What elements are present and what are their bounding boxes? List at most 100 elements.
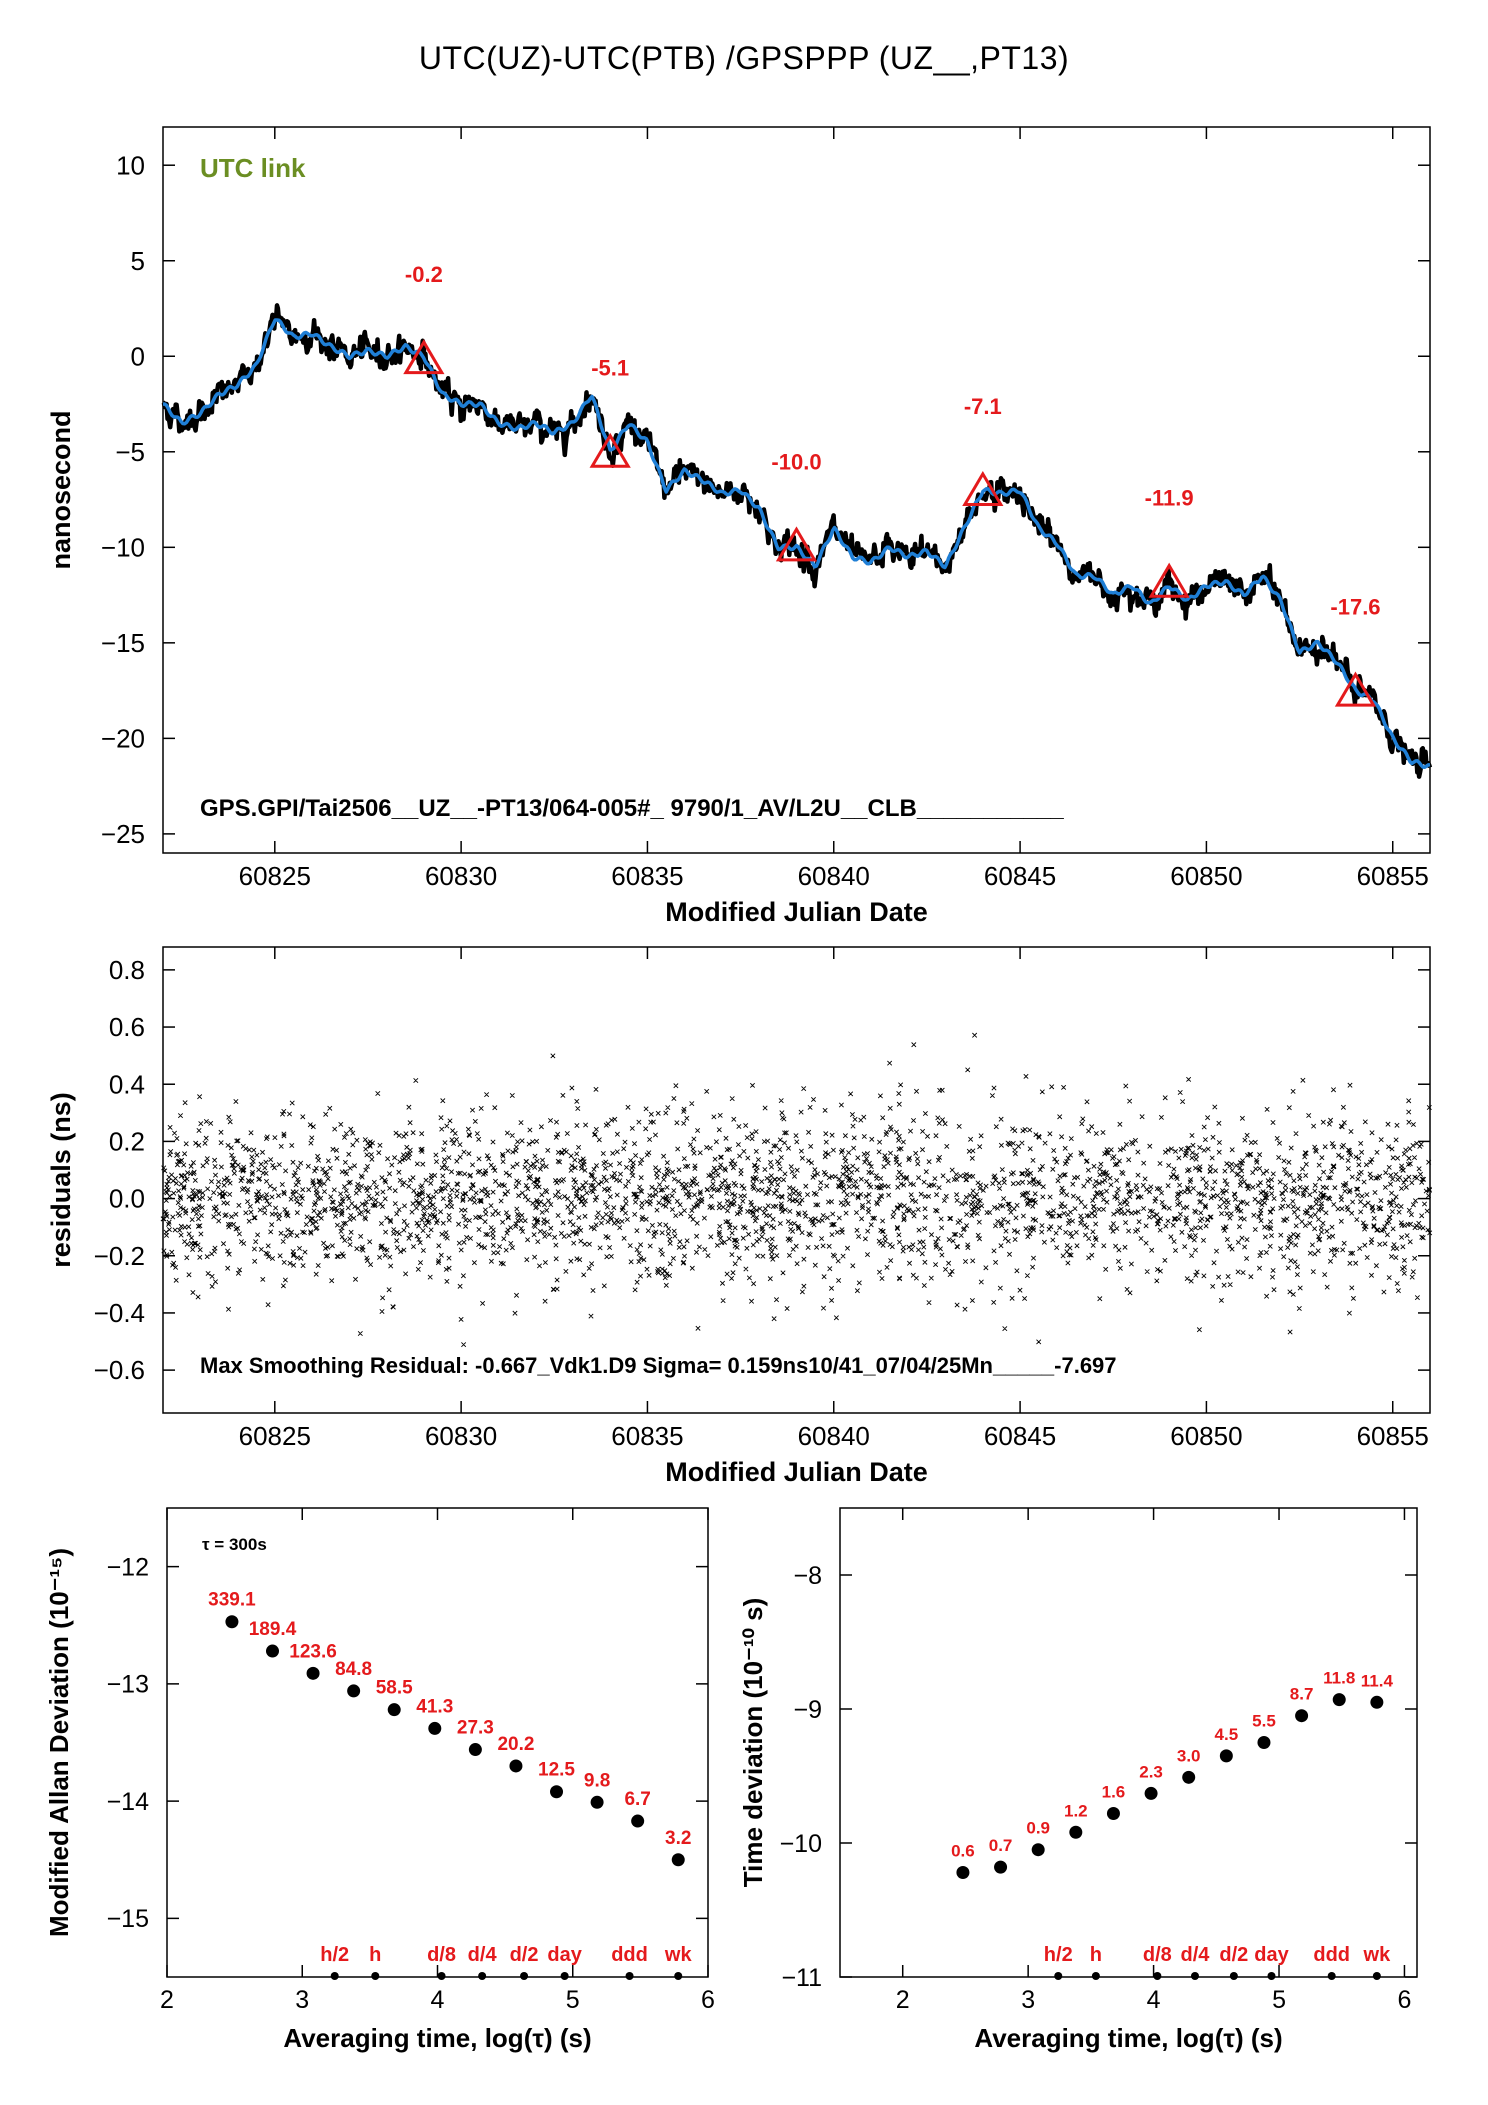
- deviation-point: [994, 1860, 1008, 1874]
- period-label: d/4: [1181, 1944, 1211, 1966]
- period-label: h/2: [1044, 1944, 1073, 1966]
- period-label: h: [1090, 1944, 1102, 1966]
- x-tick-label: 2: [160, 1986, 174, 2014]
- y-axis-label: Time deviation (10⁻¹⁰ s): [738, 1598, 768, 1888]
- deviation-point: [671, 1853, 685, 1867]
- plot-frame: [162, 126, 1431, 854]
- deviation-point: [509, 1759, 523, 1773]
- deviation-point: [1295, 1709, 1309, 1723]
- x-tick-label: 3: [295, 1986, 309, 2014]
- period-marker: [371, 1972, 380, 1980]
- deviation-point-label: 1.2: [1064, 1801, 1088, 1820]
- deviation-point-label: 0.9: [1026, 1819, 1050, 1838]
- x-tick-label: 60825: [239, 1421, 311, 1451]
- x-tick-label: 60845: [984, 861, 1056, 891]
- period-marker: [560, 1972, 569, 1980]
- deviation-point-label: 339.1: [208, 1590, 256, 1611]
- link-label: UTC link: [200, 153, 306, 183]
- deviation-point-label: 27.3: [457, 1718, 494, 1739]
- figure-title: UTC(UZ)-UTC(PTB) /GPSPPP (UZ__,PT13): [418, 40, 1070, 76]
- tau-note: τ = 300s: [202, 1535, 267, 1554]
- deviation-point: [1257, 1736, 1271, 1749]
- period-label: ddd: [611, 1944, 648, 1966]
- deviation-point: [1069, 1825, 1083, 1839]
- y-tick-label: 0.6: [109, 1012, 145, 1042]
- deviation-point-label: 41.3: [416, 1696, 453, 1717]
- deviation-point: [428, 1721, 442, 1735]
- y-tick-label: −8: [793, 1562, 822, 1590]
- period-marker: [625, 1972, 634, 1980]
- y-tick-label: −10: [780, 1830, 822, 1858]
- x-tick-label: 3: [1021, 1986, 1035, 2014]
- footer-note: GPS.GPI/Tai2506__UZ__-PT13/064-005#_ 979…: [200, 795, 1064, 822]
- marker-label: -17.6: [1330, 595, 1380, 620]
- marker-label: -10.0: [771, 449, 821, 474]
- deviation-point: [1370, 1695, 1384, 1709]
- deviation-point-label: 1.6: [1102, 1783, 1126, 1802]
- period-label: day: [1254, 1944, 1289, 1966]
- period-label: d/2: [510, 1944, 539, 1966]
- y-axis-label: Modified Allan Deviation (10⁻¹⁵): [44, 1548, 74, 1937]
- y-axis-label: residuals (ns): [46, 1092, 76, 1268]
- deviation-point: [387, 1703, 401, 1717]
- marker-triangle: [589, 432, 631, 468]
- footer-note: Max Smoothing Residual: -0.667_Vdk1.D9 S…: [200, 1353, 1117, 1378]
- deviation-point: [1182, 1770, 1196, 1784]
- deviation-point-label: 123.6: [289, 1641, 337, 1662]
- timeseries-panel: 60825 60830 60835 60840 60845 60850 60855 10 5 0 −…: [46, 126, 1433, 927]
- deviation-point: [550, 1785, 564, 1799]
- deviation-point: [225, 1615, 239, 1629]
- x-tick-label: 60855: [1357, 861, 1429, 891]
- x-tick-label: 4: [431, 1986, 445, 2014]
- x-tick-label: 60840: [798, 861, 870, 891]
- deviation-point: [1106, 1807, 1120, 1821]
- x-tick-label: 60830: [425, 861, 497, 891]
- deviation-point-label: 58.5: [376, 1678, 413, 1699]
- period-label: h: [369, 1944, 381, 1966]
- y-tick-label: −10: [101, 532, 145, 562]
- deviation-point-label: 8.7: [1290, 1685, 1314, 1704]
- plot-frame: [162, 946, 1431, 1414]
- x-axis-label: Modified Julian Date: [665, 1457, 928, 1487]
- marker-triangle: [962, 470, 1004, 507]
- deviation-point-label: 9.8: [584, 1770, 610, 1791]
- deviation-point: [468, 1743, 482, 1757]
- y-tick-label: 0: [131, 341, 145, 371]
- y-tick-label: −25: [101, 819, 145, 849]
- x-tick-label: 60845: [984, 1421, 1056, 1451]
- mdev-panel: 2 3 4 5 6 −12 −13 −14 −15 Averaging time, log(τ) …: [44, 1507, 715, 2053]
- deviation-point-label: 12.5: [538, 1760, 575, 1781]
- y-tick-label: −0.6: [94, 1355, 145, 1385]
- marker-triangle: [1148, 562, 1190, 598]
- x-tick-label: 60835: [611, 1421, 683, 1451]
- period-label: d/8: [1143, 1944, 1172, 1966]
- x-tick-label: 5: [1272, 1986, 1286, 2014]
- deviation-point-label: 0.6: [951, 1841, 975, 1860]
- period-marker: [1190, 1972, 1199, 1980]
- x-tick-label: 6: [701, 1986, 715, 2014]
- deviation-point-label: 6.7: [624, 1789, 650, 1810]
- residuals-panel: 60825 60830 60835 60840 60845 60850 60855 0.8 0.…: [46, 946, 1433, 1487]
- deviation-point-label: 2.3: [1139, 1762, 1163, 1781]
- deviation-point-label: 3.0: [1177, 1746, 1201, 1765]
- x-tick-label: 60825: [239, 861, 311, 891]
- deviation-point-label: 3.2: [665, 1828, 691, 1849]
- deviation-point: [1219, 1749, 1233, 1763]
- x-axis-label: Averaging time, log(τ) (s): [283, 2023, 591, 2053]
- y-tick-label: −15: [101, 628, 145, 658]
- tdev-panel: 2 3 4 5 6 −8 −9 −10 −11 Averaging time, log(τ) (s…: [738, 1507, 1418, 2053]
- marker-triangle: [775, 526, 818, 562]
- deviation-point: [1144, 1786, 1158, 1800]
- period-label: day: [547, 1944, 582, 1966]
- y-tick-label: −13: [107, 1671, 149, 1699]
- deviation-point: [347, 1684, 361, 1698]
- period-marker: [1091, 1972, 1100, 1980]
- period-label: d/2: [1219, 1944, 1248, 1966]
- deviation-point: [1031, 1843, 1045, 1857]
- y-tick-label: −5: [115, 437, 145, 467]
- y-axis-label: nanosecond: [46, 410, 76, 569]
- period-label: d/4: [468, 1944, 498, 1966]
- y-tick-label: 0.2: [109, 1127, 145, 1157]
- y-tick-label: −9: [793, 1696, 822, 1724]
